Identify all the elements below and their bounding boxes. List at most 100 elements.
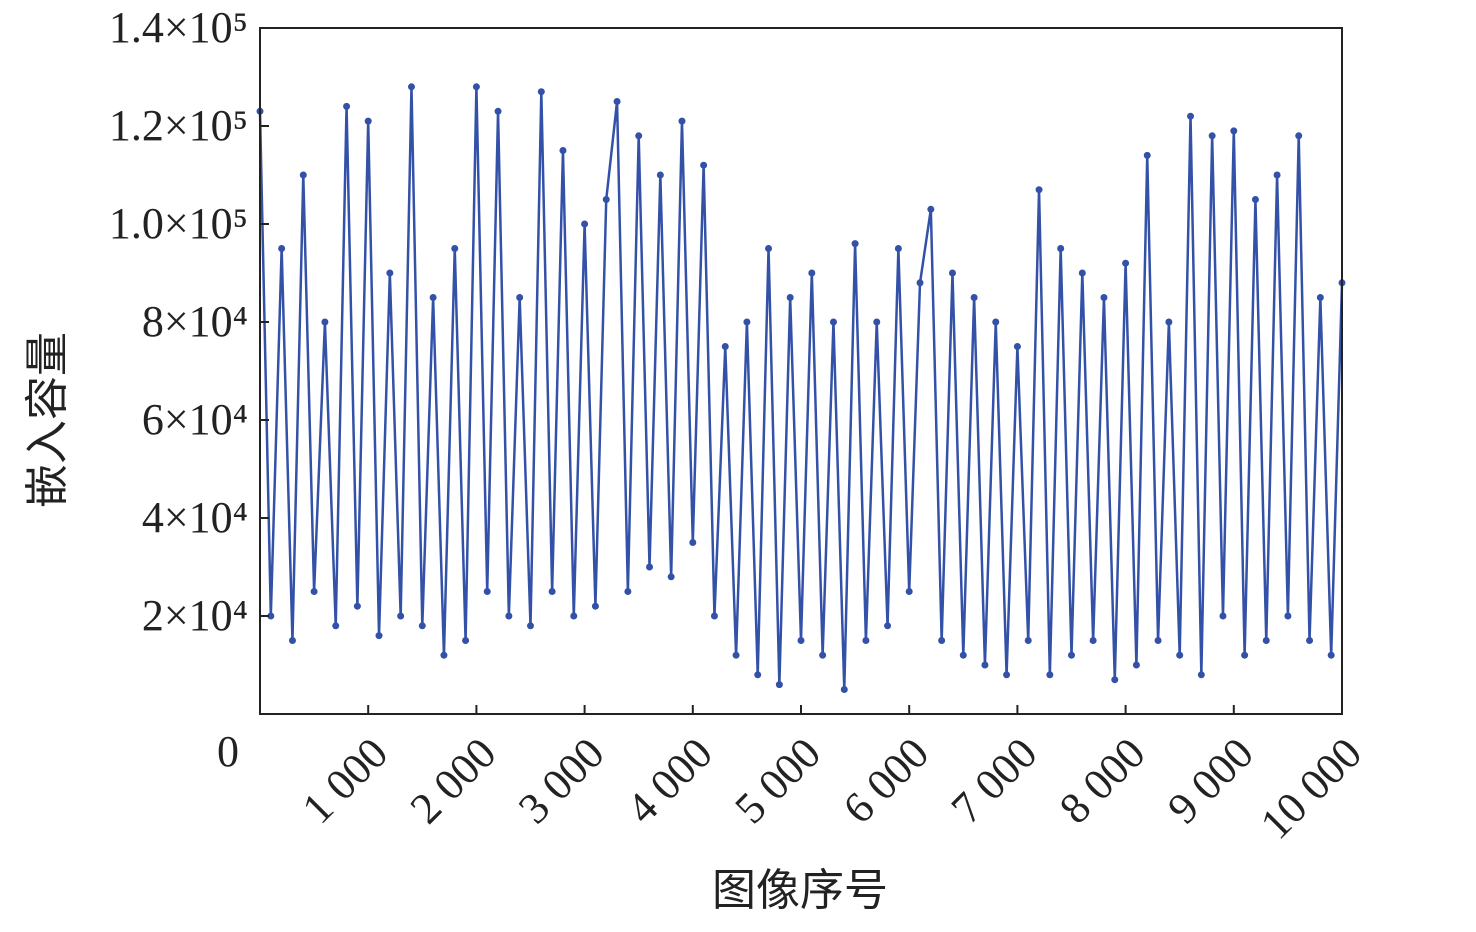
data-point xyxy=(938,637,946,644)
data-point xyxy=(754,671,762,679)
data-point xyxy=(775,681,783,689)
data-point xyxy=(278,245,286,252)
data-point xyxy=(570,612,578,620)
data-point xyxy=(1176,651,1184,659)
data-point xyxy=(894,245,902,252)
data-point xyxy=(1187,112,1195,120)
data-point xyxy=(829,318,837,326)
data-point xyxy=(689,539,697,546)
data-point xyxy=(1251,196,1259,203)
data-point xyxy=(505,612,513,620)
data-point xyxy=(1165,318,1173,326)
y-tick-label: 6×10⁴ xyxy=(142,395,248,444)
data-point xyxy=(1219,612,1227,620)
data-point xyxy=(1078,269,1086,277)
x-tick-label: 7 000 xyxy=(942,728,1047,833)
data-point xyxy=(581,220,589,228)
data-point xyxy=(1208,132,1216,140)
x-tick-label: 6 000 xyxy=(834,728,939,833)
data-point xyxy=(700,161,708,169)
data-point xyxy=(1327,651,1335,659)
data-point xyxy=(1122,259,1130,267)
data-point xyxy=(1003,671,1011,679)
data-point xyxy=(992,318,1000,326)
data-point xyxy=(332,622,340,630)
data-point xyxy=(1035,186,1043,194)
data-point xyxy=(1306,637,1314,644)
data-point xyxy=(397,612,405,620)
data-point xyxy=(1013,343,1021,350)
x-tick-label: 8 000 xyxy=(1050,728,1155,833)
data-point xyxy=(721,343,729,350)
data-point xyxy=(819,651,827,659)
data-point xyxy=(472,83,480,91)
data-point xyxy=(537,88,545,96)
data-point xyxy=(1154,637,1162,644)
data-point xyxy=(646,563,654,571)
data-point xyxy=(981,661,989,669)
data-point xyxy=(840,686,848,693)
data-point xyxy=(429,294,437,301)
data-point xyxy=(310,588,318,595)
data-point xyxy=(743,318,751,326)
data-point xyxy=(1111,676,1119,684)
x-tick-label: 4 000 xyxy=(617,728,722,833)
data-point xyxy=(602,196,610,203)
data-point xyxy=(462,637,470,644)
x-tick-label: 0 xyxy=(217,727,239,776)
data-point xyxy=(635,132,643,140)
x-tick-label: 3 000 xyxy=(509,728,614,833)
y-tick-label: 4×10⁴ xyxy=(142,493,248,542)
data-point xyxy=(1068,651,1075,659)
data-point xyxy=(808,269,816,277)
data-point xyxy=(765,245,773,252)
data-point xyxy=(884,622,892,630)
data-point xyxy=(1143,151,1151,159)
data-point xyxy=(948,269,956,277)
data-point xyxy=(1132,661,1140,669)
data-point xyxy=(321,318,329,326)
data-point xyxy=(288,637,296,644)
data-point xyxy=(710,612,718,620)
data-point xyxy=(905,588,913,595)
data-point xyxy=(516,294,524,301)
x-tick-label: 10 000 xyxy=(1251,728,1371,848)
data-point xyxy=(386,269,394,277)
x-tick-label: 2 000 xyxy=(401,728,506,833)
data-point xyxy=(667,573,675,581)
data-point xyxy=(1230,127,1238,135)
data-point xyxy=(624,588,632,595)
data-point xyxy=(483,588,491,595)
data-point xyxy=(494,107,502,115)
data-point xyxy=(375,632,383,640)
y-tick-label: 1.0×10⁵ xyxy=(109,199,248,248)
x-axis-title: 图像序号 xyxy=(712,866,888,915)
x-tick-label: 1 000 xyxy=(293,728,398,833)
data-point xyxy=(418,622,426,630)
data-point xyxy=(851,240,859,248)
data-point xyxy=(970,294,978,301)
y-tick-label: 1.4×10⁵ xyxy=(109,3,248,52)
data-point xyxy=(613,98,621,105)
data-point xyxy=(1241,651,1249,659)
y-tick-label: 2×10⁴ xyxy=(142,591,248,640)
data-point xyxy=(656,171,664,179)
data-point xyxy=(1057,245,1065,252)
data-point xyxy=(353,602,361,610)
y-axis-title: 嵌入容量 xyxy=(23,332,72,508)
data-point xyxy=(1046,671,1054,679)
data-point xyxy=(299,171,307,179)
data-point xyxy=(786,294,794,301)
data-point xyxy=(927,205,935,213)
data-point xyxy=(916,279,924,287)
data-point xyxy=(1262,637,1270,644)
data-point xyxy=(407,83,415,91)
data-point xyxy=(1273,171,1281,179)
data-point xyxy=(451,245,459,252)
x-tick-label: 9 000 xyxy=(1158,728,1263,833)
data-point xyxy=(873,318,881,326)
data-point xyxy=(1100,294,1108,301)
data-line xyxy=(258,86,1344,690)
data-point xyxy=(548,588,556,595)
